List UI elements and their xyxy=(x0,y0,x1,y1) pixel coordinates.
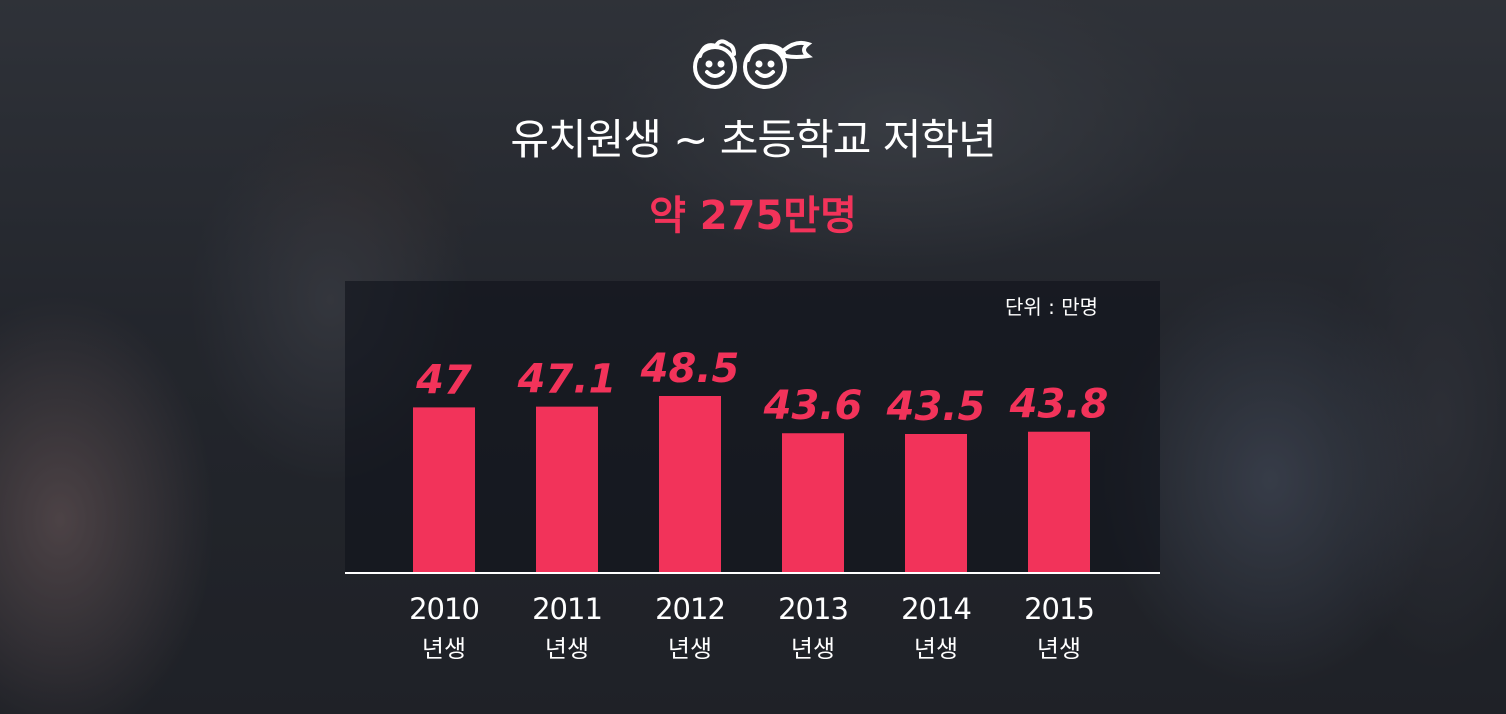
bar-2010 xyxy=(413,407,475,573)
value-label-2015: 43.8 xyxy=(1009,382,1109,428)
chart-panel xyxy=(345,281,1160,573)
value-label-2013: 43.6 xyxy=(763,383,863,429)
value-label-2012: 48.5 xyxy=(640,346,740,392)
chart-title: 유치원생 ~ 초등학교 저학년 xyxy=(510,115,996,164)
tick-label-2011: 2011 xyxy=(532,592,602,626)
unit-label: 단위 : 만명 xyxy=(1004,295,1098,319)
bar-2015 xyxy=(1028,431,1090,573)
tick-label-2015: 2015 xyxy=(1024,592,1094,626)
value-label-2011: 47.1 xyxy=(517,357,617,403)
tick-label-2012: 2012 xyxy=(655,592,725,626)
tick-suffix-2010: 년생 xyxy=(422,635,466,663)
tick-label-2013: 2013 xyxy=(778,592,848,626)
tick-suffix-2013: 년생 xyxy=(791,635,835,663)
chart-subtitle: 약 275만명 xyxy=(649,193,857,239)
tick-label-2010: 2010 xyxy=(409,592,479,626)
bar-2012 xyxy=(659,396,721,573)
tick-suffix-2015: 년생 xyxy=(1037,635,1081,663)
bar-2011 xyxy=(536,406,598,573)
tick-suffix-2014: 년생 xyxy=(914,635,958,663)
value-label-2014: 43.5 xyxy=(886,384,986,430)
kids-faces-icon xyxy=(693,39,813,89)
tick-suffix-2011: 년생 xyxy=(545,635,589,663)
value-label-2010: 47 xyxy=(415,357,472,403)
tick-suffix-2012: 년생 xyxy=(668,635,712,663)
tick-label-2014: 2014 xyxy=(901,592,971,626)
bar-2013 xyxy=(782,433,844,573)
bar-2014 xyxy=(905,434,967,573)
